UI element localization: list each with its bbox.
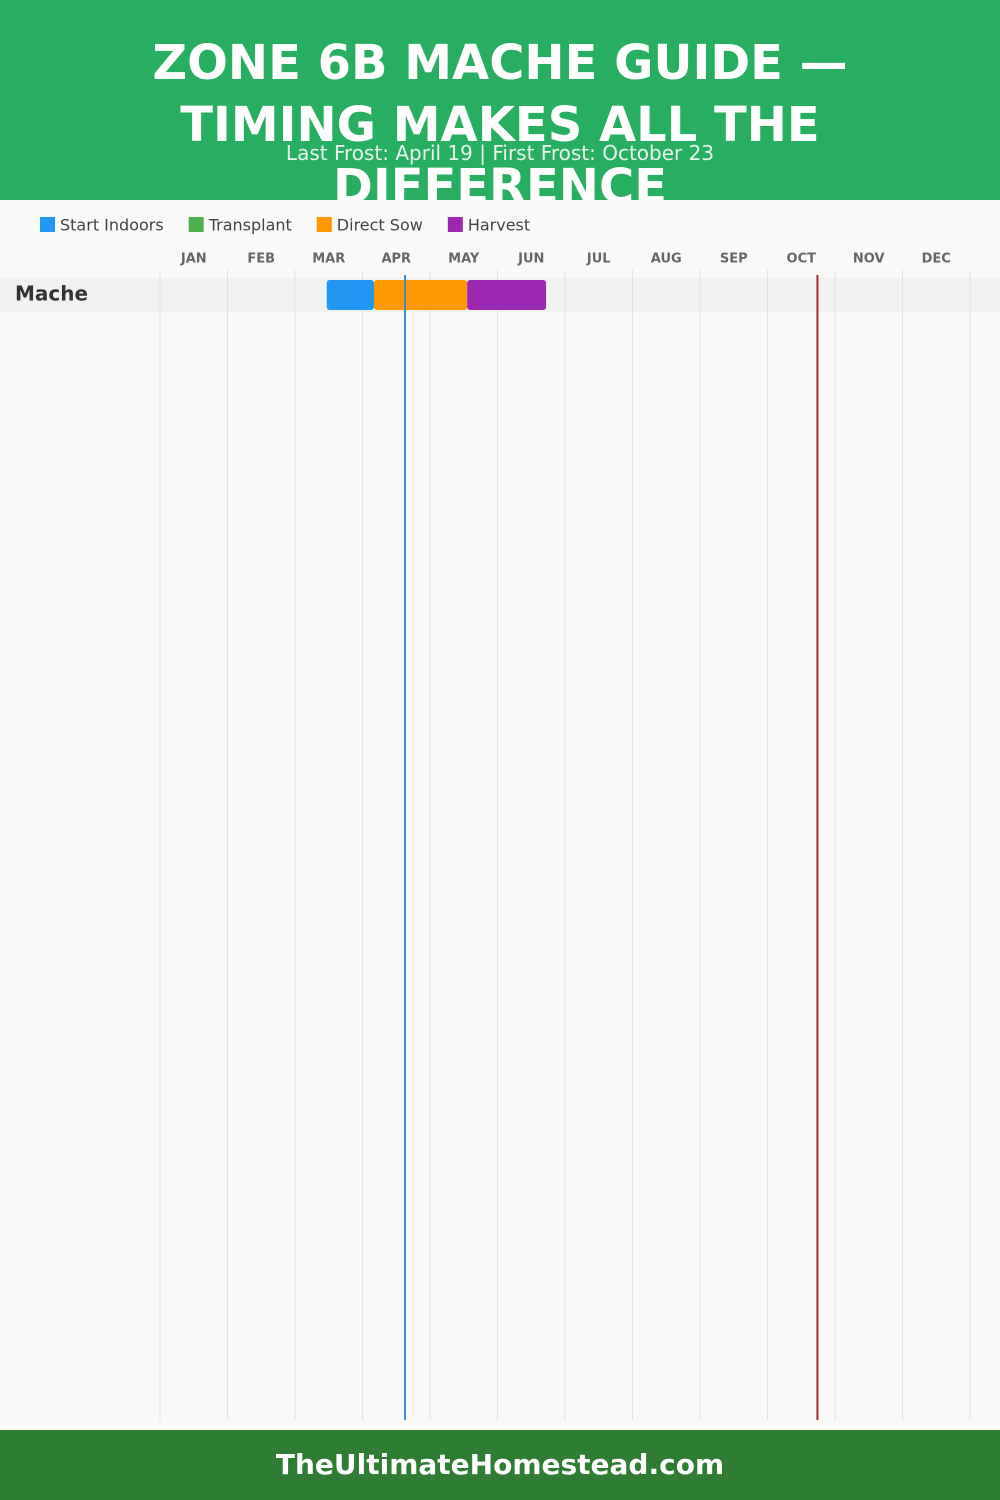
legend-label: Start Indoors (60, 216, 164, 235)
legend-label: Direct Sow (337, 216, 423, 235)
legend-swatch (447, 217, 463, 232)
month-label: DEC (922, 252, 951, 267)
title: ZONE 6B MACHE GUIDE — TIMING MAKES ALL T… (152, 35, 848, 200)
chart: Start Indoors Transplant Direct Sow Harvest… (0, 216, 1000, 1420)
month-label: SEP (720, 252, 748, 267)
month-label: NOV (853, 252, 885, 267)
bar-segment (326, 280, 374, 310)
month-label: JUL (586, 252, 611, 267)
bar-segment (373, 280, 468, 310)
month-label: JUN (517, 252, 544, 267)
month-label: MAY (448, 252, 480, 267)
month-label: AUG (651, 252, 682, 267)
month-label: MAR (312, 252, 345, 267)
month-label: JAN (180, 252, 207, 267)
subtitle: Last Frost: April 19 | First Frost: Octo… (285, 141, 715, 165)
legend-swatch (40, 217, 55, 232)
legend-swatch (188, 217, 204, 232)
bar-segment (467, 280, 547, 310)
legend-label: Harvest (468, 216, 530, 235)
task-label: Mache (15, 282, 88, 306)
legend-swatch (316, 217, 332, 232)
legend-label: Transplant (208, 216, 292, 235)
month-label: APR (381, 252, 411, 267)
month-label: OCT (787, 252, 817, 267)
month-label: FEB (247, 252, 275, 267)
footer: TheUltimateHomestead.com (0, 1430, 1000, 1500)
header: ZONE 6B MACHE GUIDE — TIMING MAKES ALL T… (0, 0, 1000, 200)
